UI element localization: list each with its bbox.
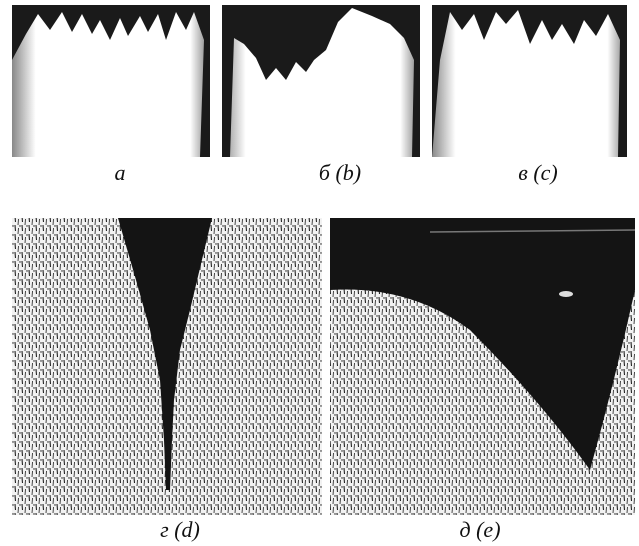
panel-label: г (d) — [160, 517, 200, 542]
panel-label: б (b) — [318, 160, 362, 185]
panel-label: в (c) — [518, 160, 558, 185]
panel-e-image — [330, 218, 636, 515]
panel-c-image — [432, 5, 627, 157]
panel-d-image — [12, 218, 322, 515]
panel-label: д (e) — [459, 517, 501, 542]
panel-a-image — [12, 5, 210, 157]
panel-b-image — [222, 5, 420, 157]
panel-label: а — [114, 160, 126, 185]
